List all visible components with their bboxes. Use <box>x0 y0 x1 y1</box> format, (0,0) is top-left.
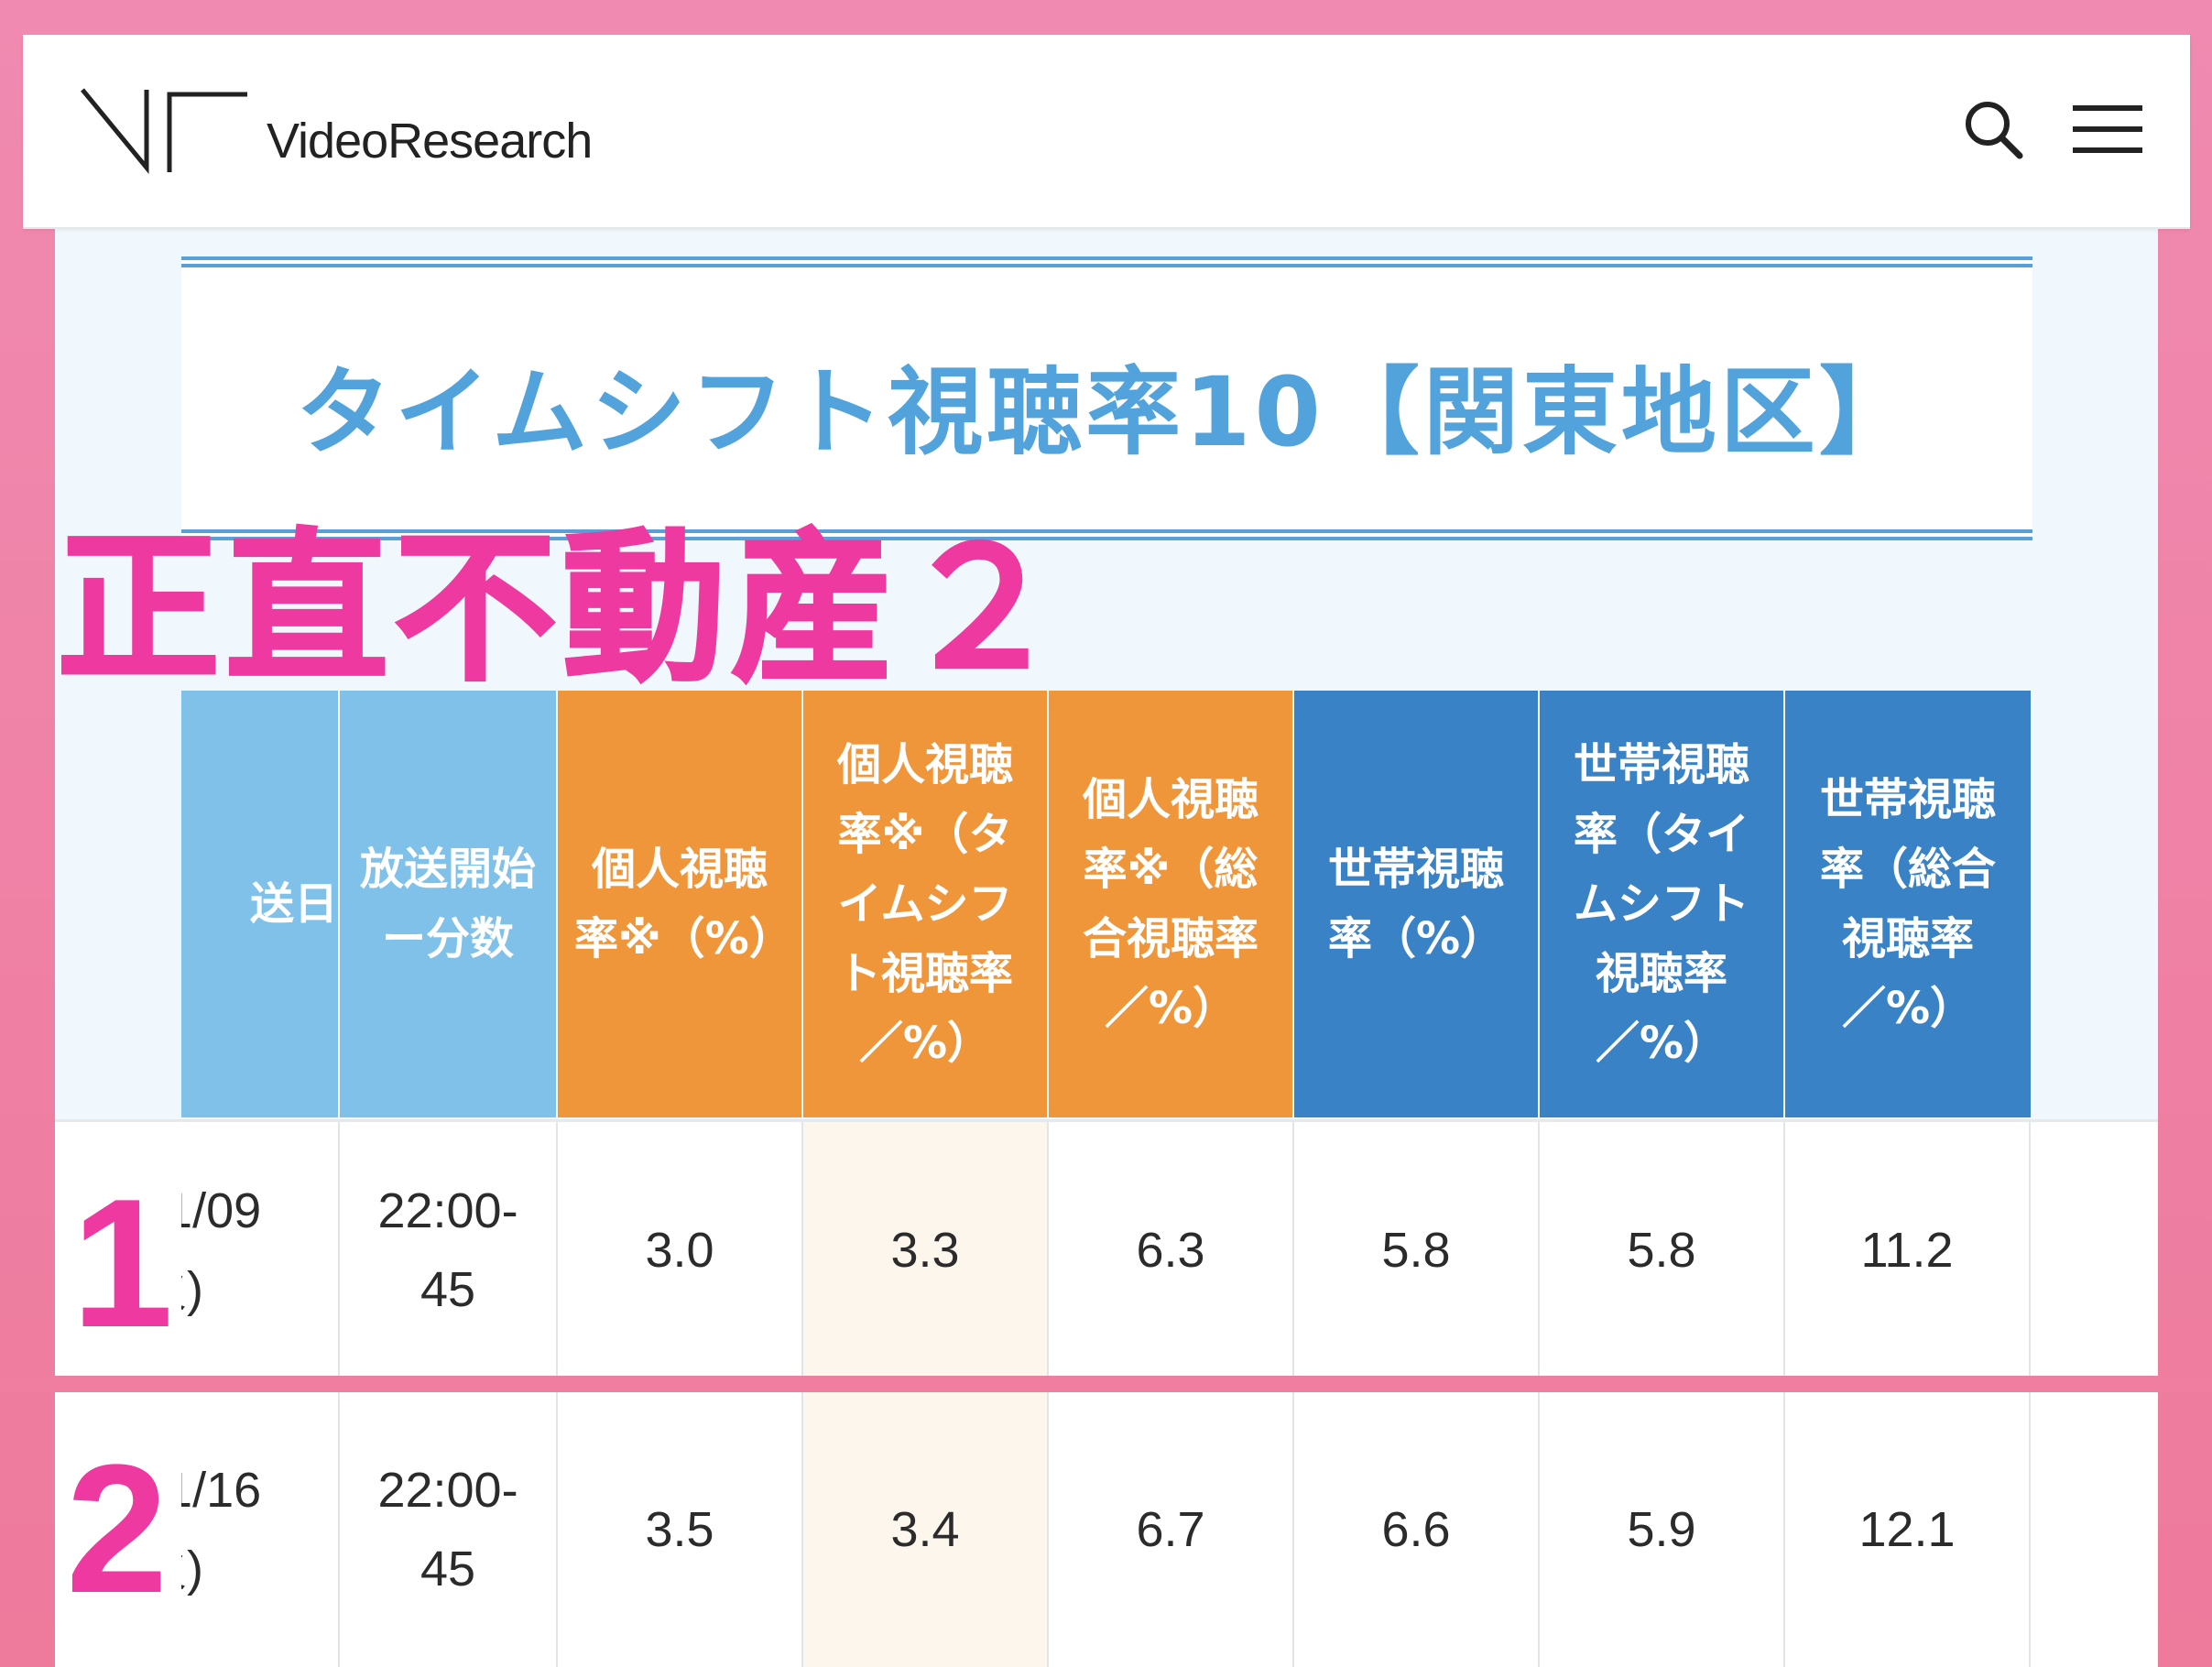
site-header: VideoResearch <box>23 35 2190 229</box>
title-panel: タイムシフト視聴率10【関東地区】 <box>181 256 2032 540</box>
row-divider-band <box>0 1376 2212 1392</box>
overlay-caption: 正直不動産２ <box>56 514 1068 703</box>
search-icon <box>1966 102 2023 159</box>
row-right-margin <box>2032 1392 2158 1667</box>
column-header-personal-timeshift: 個人視聴率※（タイムシフト視聴率／%） <box>803 691 1049 1117</box>
column-header-household: 世帯視聴率（%） <box>1294 691 1540 1117</box>
row-right-margin <box>2032 1122 2158 1378</box>
menu-button[interactable] <box>2062 88 2153 170</box>
cell-household: 5.8 <box>1294 1122 1540 1378</box>
cell-start: 22:00- 45 <box>340 1392 558 1667</box>
cell-personal-timeshift: 3.4 <box>803 1392 1049 1667</box>
column-header-household-timeshift: 世帯視聴率（タイムシフト視聴率／%） <box>1540 691 1785 1117</box>
search-button[interactable] <box>1952 88 2034 170</box>
cell-personal: 3.5 <box>558 1392 803 1667</box>
column-header-personal-total: 個人視聴率※（総合視聴率／%） <box>1049 691 1294 1117</box>
cell-household-timeshift: 5.9 <box>1540 1392 1785 1667</box>
overlay-row-number: 1 <box>71 1161 174 1366</box>
cell-start: 22:00- 45 <box>340 1122 558 1378</box>
ratings-table: 送日 放送開始ー分数 個人視聴率※（%） 個人視聴率※（タイムシフト視聴率／%）… <box>181 691 2032 1117</box>
column-header-start: 放送開始ー分数 <box>340 691 558 1117</box>
table-row: 01/16火) 22:00-45 3.5 3.4 6.7 6.6 5.9 12.… <box>55 1392 2158 1667</box>
table-row: 01/09火) 22:00-45 3.0 3.3 6.3 5.8 5.8 11.… <box>55 1119 2158 1378</box>
cell-personal-total: 6.3 <box>1049 1122 1294 1378</box>
cell-personal-timeshift: 3.3 <box>803 1122 1049 1378</box>
page-title: タイムシフト視聴率10【関東地区】 <box>296 356 1918 468</box>
column-header-household-total: 世帯視聴率（総合視聴率／%） <box>1785 691 2031 1117</box>
cell-personal: 3.0 <box>558 1122 803 1378</box>
cell-personal-total: 6.7 <box>1049 1392 1294 1667</box>
cell-household: 6.6 <box>1294 1392 1540 1667</box>
column-header-date: 送日 <box>181 691 340 1117</box>
cell-household-total: 11.2 <box>1785 1122 2031 1378</box>
cell-date: 01/16火) <box>181 1392 340 1667</box>
cell-date: 01/09火) <box>181 1122 340 1378</box>
title-rule-top <box>181 256 2032 267</box>
overlay-row-number: 2 <box>66 1427 169 1631</box>
cell-household-total: 12.1 <box>1785 1392 2031 1667</box>
column-header-personal: 個人視聴率※（%） <box>558 691 803 1117</box>
logo-text: VideoResearch <box>267 114 593 169</box>
hamburger-menu-icon <box>2073 105 2142 153</box>
cell-household-timeshift: 5.8 <box>1540 1122 1785 1378</box>
vr-logo-icon <box>81 88 247 174</box>
table-header: 送日 放送開始ー分数 個人視聴率※（%） 個人視聴率※（タイムシフト視聴率／%）… <box>181 691 2032 1117</box>
video-research-logo[interactable]: VideoResearch <box>78 85 593 177</box>
title-rule-bottom <box>181 529 2032 540</box>
